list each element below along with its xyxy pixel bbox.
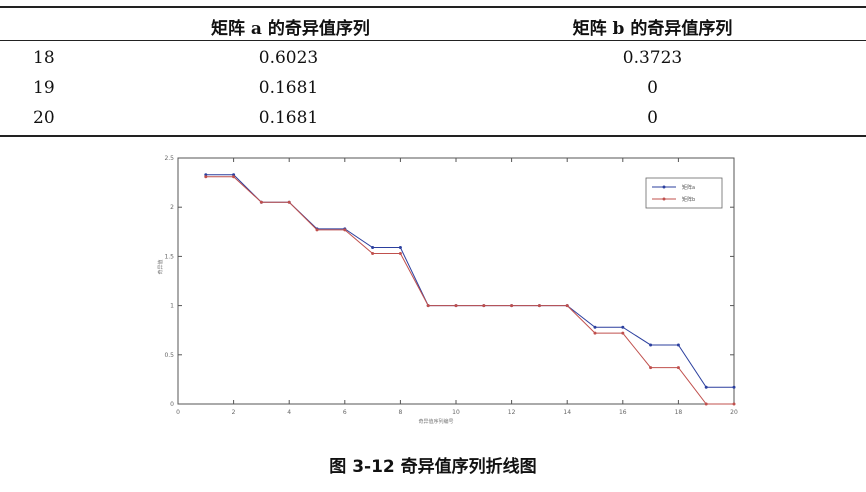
row-index: 19 [33, 78, 55, 98]
data-point [343, 228, 347, 232]
data-point [593, 325, 597, 329]
y-tick-label: 0 [170, 401, 174, 408]
y-tick-label: 2.5 [164, 155, 174, 162]
data-point [398, 251, 402, 255]
row-value-a: 0.1681 [258, 108, 319, 128]
row-index: 18 [33, 48, 55, 68]
data-point [204, 175, 208, 179]
series-line-b [205, 176, 734, 405]
row-value-b: 0 [647, 78, 658, 98]
x-tick-label: 6 [343, 409, 347, 416]
data-point [565, 304, 569, 308]
data-point [232, 175, 236, 179]
row-value-a: 0.6023 [258, 48, 319, 68]
y-tick-label: 0.5 [164, 352, 174, 359]
x-tick-label: 10 [452, 409, 460, 416]
data-point [371, 251, 375, 255]
legend-marker [662, 197, 666, 201]
x-tick-label: 4 [287, 409, 291, 416]
table-row: 19 0.1681 0 [0, 75, 866, 103]
x-tick-label: 0 [176, 409, 180, 416]
y-tick-label: 2 [170, 204, 174, 211]
header-matrix-a: 矩阵 a 的奇异值序列 [211, 19, 370, 39]
data-point [510, 304, 514, 308]
table-bottom-rule [0, 135, 866, 137]
data-point [649, 343, 653, 347]
data-point [732, 385, 736, 389]
y-tick-label: 1.5 [164, 253, 174, 260]
data-point [704, 385, 708, 389]
x-axis-label: 奇异值序列编号 [418, 418, 453, 425]
x-tick-label: 20 [730, 409, 738, 416]
data-point [537, 304, 541, 308]
data-point [593, 331, 597, 335]
table-top-rule [0, 6, 866, 8]
row-value-b: 0 [647, 108, 658, 128]
data-point [398, 246, 402, 250]
row-value-a: 0.1681 [258, 78, 319, 98]
x-tick-label: 18 [675, 409, 683, 416]
header-matrix-b: 矩阵 b 的奇异值序列 [572, 19, 733, 39]
data-point [482, 304, 486, 308]
y-axis-label: 奇异值 [157, 259, 164, 274]
plot-area [177, 157, 735, 405]
data-point [454, 304, 458, 308]
table-header-row: 矩阵 a 的奇异值序列 矩阵 b 的奇异值序列 [0, 11, 866, 39]
table-row: 20 0.1681 0 [0, 105, 866, 133]
x-tick-label: 16 [619, 409, 627, 416]
figure-caption: 图 3-12 奇异值序列折线图 [329, 457, 537, 477]
data-point [621, 331, 625, 335]
legend-label: 矩阵b [682, 196, 695, 203]
data-point [315, 228, 319, 232]
data-point [259, 200, 263, 204]
table-row: 18 0.6023 0.3723 [0, 45, 866, 73]
x-tick-label: 8 [398, 409, 402, 416]
data-point [426, 304, 430, 308]
legend-label: 矩阵a [682, 184, 695, 191]
legend-marker [662, 185, 666, 189]
legend-box [645, 177, 723, 209]
data-point [287, 200, 291, 204]
data-point [649, 366, 653, 370]
y-tick-label: 1 [170, 303, 174, 310]
x-tick-label: 12 [508, 409, 516, 416]
data-point [704, 402, 708, 406]
data-point [371, 246, 375, 250]
data-point [676, 366, 680, 370]
data-point [621, 325, 625, 329]
row-index: 20 [33, 108, 55, 128]
row-value-b: 0.3723 [622, 48, 683, 68]
data-point [676, 343, 680, 347]
x-tick-label: 14 [563, 409, 571, 416]
x-tick-label: 2 [232, 409, 236, 416]
table-header-rule [0, 40, 866, 41]
data-point [732, 402, 736, 406]
singular-value-line-chart: 0 2 4 6 8 10 12 14 16 18 20 0 0.5 1 1.5 2 2.5 奇异值序列编号 奇异值 矩… [157, 155, 738, 425]
